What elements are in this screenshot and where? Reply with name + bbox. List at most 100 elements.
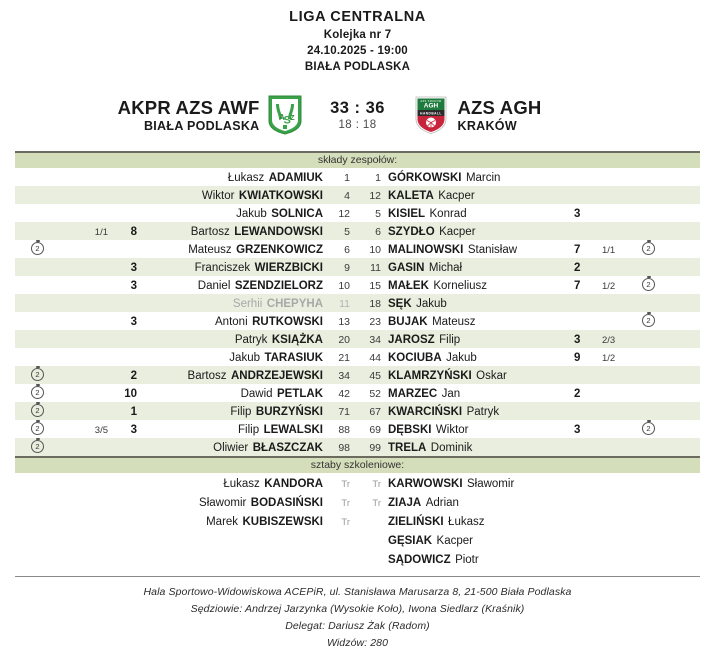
away-player-entry[interactable]: 67 KWARCIŃSKI Patryk [361, 402, 700, 420]
home-jersey-number: 21 [338, 352, 350, 364]
staff-row: Marek KUBISZEWSKI Tr ZIELIŃSKI Łukasz [15, 511, 700, 530]
rosters-banner: składy zespołów: [15, 153, 700, 168]
home-player-entry[interactable]: 2 Mateusz GRZENKOWICZ 6 [15, 240, 350, 258]
home-team-names: AKPR AZS AWF BIAŁA PODLASKA [118, 97, 268, 134]
home-staff-entry[interactable]: Sławomir BODASIŃSKI Tr [15, 492, 350, 511]
svg-text:A: A [279, 113, 285, 122]
away-player-entry[interactable]: 44 KOCIUBA Jakub 9 1/2 [361, 348, 700, 366]
away-player-entry[interactable]: 15 MAŁEK Korneliusz 7 1/2 2 [361, 276, 700, 294]
away-goals-cell: 7 [574, 280, 581, 292]
staff-section: sztaby szkoleniowe: Łukasz KANDORA Tr Tr KA… [0, 456, 715, 568]
roster-row: 2 Oliwier BŁASZCZAK 98 99 TRELA Dominik [15, 438, 700, 456]
away-player-entry[interactable]: 18 SĘK Jakub [361, 294, 700, 312]
away-player-entry[interactable]: 10 MALINOWSKI Stanisław 7 1/1 2 [361, 240, 700, 258]
home-player-entry[interactable]: Łukasz ADAMIUK 1 [15, 168, 350, 186]
half-divider [350, 531, 361, 549]
home-player-name: Antoni RUTKOWSKI [215, 316, 323, 328]
match-datetime: 24.10.2025 - 19:00 [307, 45, 408, 57]
home-staff-role: Tr [341, 497, 350, 509]
referees-line: Sędziowie: Andrzej Jarzynka (Wysokie Koł… [190, 603, 525, 615]
away-player-entry[interactable]: 6 SZYDŁO Kacper [361, 222, 700, 240]
home-player-entry[interactable]: Wiktor KWIATKOWSKI 4 [15, 186, 350, 204]
home-staff-entry[interactable]: Marek KUBISZEWSKI Tr [15, 511, 350, 530]
away-player-name: KOCIUBA Jakub [388, 352, 477, 364]
away-jersey-number: 12 [369, 190, 381, 202]
roster-row: 2 2 Bartosz ANDRZEJEWSKI 34 45 KLAMRZYŃSKI Os… [15, 366, 700, 384]
away-player-entry[interactable]: 99 TRELA Dominik [361, 438, 700, 456]
home-player-name: Patryk KSIĄŻKA [234, 334, 323, 346]
away-player-entry[interactable]: 1 GÓRKOWSKI Marcin [361, 168, 700, 186]
away-staff-entry[interactable]: SĄDOWICZ Piotr [361, 549, 700, 568]
roster-row: Łukasz ADAMIUK 1 1 GÓRKOWSKI Marcin [15, 168, 700, 186]
home-player-entry[interactable]: Serhii CHEPYHA 11 [15, 294, 350, 312]
away-player-name: MALINOWSKI Stanisław [388, 244, 518, 256]
away-staff-entry[interactable]: Tr ZIAJA Adrian [361, 492, 700, 511]
home-player-entry[interactable]: 2 1 Filip BURZYŃSKI 71 [15, 402, 350, 420]
away-player-name: JAROSZ Filip [388, 334, 461, 346]
roster-row: 3 Daniel SZENDZIELORZ 10 15 MAŁEK Korneliusz… [15, 276, 700, 294]
home-player-entry[interactable]: 3 Daniel SZENDZIELORZ 10 [15, 276, 350, 294]
home-player-entry[interactable]: 1/1 8 Bartosz LEWANDOWSKI 5 [15, 222, 350, 240]
away-player-entry[interactable]: 52 MARZEC Jan 2 [361, 384, 700, 402]
away-jersey-number: 11 [370, 262, 381, 274]
roster-row: Patryk KSIĄŻKA 20 34 JAROSZ Filip 3 2/3 [15, 330, 700, 348]
home-player-entry[interactable]: Jakub SOLNICA 12 [15, 204, 350, 222]
roster-row: 3 Antoni RUTKOWSKI 13 23 BUJAK Mateusz 2 [15, 312, 700, 330]
halftime-score: 18 : 18 [338, 119, 377, 132]
footer-rule [15, 576, 700, 577]
away-staff-entry[interactable]: GĘSIAK Kacper [361, 530, 700, 549]
match-footer: Hala Sportowo-Widowiskowa ACEPiR, ul. St… [0, 576, 715, 652]
home-penalty-cell: 2 [15, 384, 60, 402]
home-player-name: Filip BURZYŃSKI [230, 406, 323, 418]
away-player-entry[interactable]: 34 JAROSZ Filip 3 2/3 [361, 330, 700, 348]
away-player-entry[interactable]: 11 GASIN Michał 2 [361, 258, 700, 276]
half-divider [350, 512, 361, 530]
staff-row: Łukasz KANDORA Tr Tr KARWOWSKI Sławomir [15, 473, 700, 492]
delegate-line: Delegat: Dariusz Żak (Radom) [285, 620, 430, 632]
home-team-block[interactable]: AKPR AZS AWF BIAŁA PODLASKA A S Z [32, 95, 302, 135]
away-staff-name: ZIELIŃSKI Łukasz [388, 515, 485, 528]
away-penalty-cell: 2 [642, 312, 682, 330]
away-player-entry[interactable]: 45 KLAMRZYŃSKI Oskar [361, 366, 700, 384]
away-player-entry[interactable]: 69 DĘBSKI Wiktor 3 2 [361, 420, 700, 438]
home-goals-cell: 3 [130, 262, 137, 274]
roster-row: 2 10 Dawid PETLAK 42 52 MARZEC Jan 2 [15, 384, 700, 402]
away-player-entry[interactable]: 12 KALETA Kacper [361, 186, 700, 204]
home-jersey-number: 20 [338, 334, 350, 346]
home-jersey-number: 4 [344, 190, 350, 202]
home-player-name: Oliwier BŁASZCZAK [213, 442, 323, 454]
home-player-entry[interactable]: 2 Oliwier BŁASZCZAK 98 [15, 438, 350, 456]
round-label: Kolejka nr 7 [323, 29, 392, 41]
home-player-entry[interactable]: 2 2 Bartosz ANDRZEJEWSKI 34 [15, 366, 350, 384]
half-divider [350, 474, 361, 492]
home-player-entry[interactable]: 3 Antoni RUTKOWSKI 13 [15, 312, 350, 330]
home-staff-role: Tr [341, 478, 350, 490]
away-team-block[interactable]: AGH HANDBALL AZS KRAKOW AZS AGH KRAKÓW [414, 95, 684, 135]
home-player-entry[interactable]: 2 10 Dawid PETLAK 42 [15, 384, 350, 402]
half-divider [350, 348, 361, 366]
home-jersey-number: 42 [338, 388, 350, 400]
home-goals-cell: 8 [130, 226, 137, 238]
home-staff-entry[interactable] [15, 549, 350, 568]
home-player-name: Jakub SOLNICA [236, 208, 323, 220]
away-player-entry[interactable]: 23 BUJAK Mateusz 2 [361, 312, 700, 330]
away-staff-entry[interactable]: ZIELIŃSKI Łukasz [361, 511, 700, 530]
staff-row: SĄDOWICZ Piotr [15, 549, 700, 568]
home-player-entry[interactable]: 2 3/5 3 Filip LEWALSKI 88 [15, 420, 350, 438]
home-jersey-number: 98 [338, 442, 350, 454]
away-jersey-number: 1 [375, 172, 381, 184]
away-player-name: TRELA Dominik [388, 442, 473, 454]
home-staff-entry[interactable]: Łukasz KANDORA Tr [15, 473, 350, 492]
home-staff-entry[interactable] [15, 530, 350, 549]
home-player-entry[interactable]: Patryk KSIĄŻKA 20 [15, 330, 350, 348]
home-player-entry[interactable]: 3 Franciszek WIERZBICKI 9 [15, 258, 350, 276]
home-goals-cell: 2 [130, 370, 137, 382]
penalty-2min-icon: 2 [31, 438, 44, 454]
half-divider [350, 240, 361, 258]
svg-text:HANDBALL: HANDBALL [420, 112, 442, 116]
svg-text:AZS KRAKOW: AZS KRAKOW [420, 99, 441, 103]
away-player-entry[interactable]: 5 KISIEL Konrad 3 [361, 204, 700, 222]
away-staff-entry[interactable]: Tr KARWOWSKI Sławomir [361, 473, 700, 492]
home-goals-cell: 1 [130, 406, 137, 418]
home-player-entry[interactable]: Jakub TARASIUK 21 [15, 348, 350, 366]
